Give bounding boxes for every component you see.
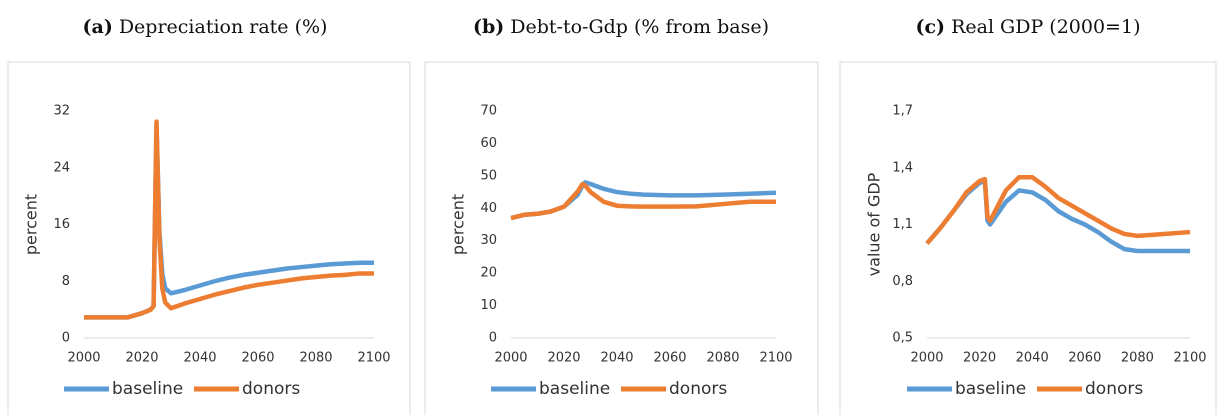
panel: (a) Depreciation rate (%) 0 8 16 24 32 2000 2020… — [7, 16, 411, 415]
y-tick-label: 24 — [53, 160, 70, 175]
x-tick-label: 2000 — [910, 351, 943, 366]
x-tick-label: 2060 — [241, 351, 274, 366]
panel-frame — [839, 61, 1217, 415]
y-tick-label: 0,5 — [892, 331, 913, 346]
series-line — [925, 174, 1191, 245]
x-tick-label: 2040 — [183, 351, 216, 366]
x-tick-label: 2020 — [547, 351, 580, 366]
series-line — [84, 122, 374, 320]
panel-label: (b) — [473, 16, 504, 38]
y-tick-label: 0 — [489, 331, 497, 346]
panel: (b) Debt-to-Gdp (% from base) 0 10 20 30 40 50 6… — [424, 16, 819, 415]
legend-label: baseline — [539, 379, 610, 399]
panel-frame — [424, 61, 819, 415]
x-tick-label: 2100 — [759, 351, 792, 366]
x-tick-label: 2020 — [125, 351, 158, 366]
y-tick-label: 30 — [480, 233, 497, 248]
y-tick-label: 1,7 — [892, 104, 913, 119]
series-line — [84, 119, 374, 320]
x-tick-label: 2020 — [963, 351, 996, 366]
legend-label: baseline — [112, 379, 183, 399]
y-tick-label: 0,8 — [892, 274, 913, 289]
panel: (c) Real GDP (2000=1) 0,5 0,8 1,1 1,4 1,7 2000 2… — [839, 16, 1217, 415]
panel-frame — [7, 61, 411, 415]
x-tick-label: 2100 — [357, 351, 390, 366]
x-tick-label: 2000 — [494, 351, 527, 366]
y-tick-label: 70 — [480, 104, 497, 119]
y-tick-label: 40 — [480, 201, 497, 216]
y-tick-label: 20 — [480, 266, 497, 281]
x-tick-label: 2040 — [1016, 351, 1049, 366]
y-tick-label: 0 — [62, 331, 70, 346]
panel-title: (c) Real GDP (2000=1) — [916, 16, 1141, 38]
title-text: Depreciation rate (%) — [119, 16, 328, 38]
y-axis-label: percent — [22, 194, 41, 255]
legend-label: donors — [669, 379, 727, 399]
series-line — [510, 181, 776, 221]
y-tick-label: 16 — [53, 217, 70, 232]
y-axis-label: value of GDP — [865, 172, 884, 276]
x-tick-label: 2080 — [706, 351, 739, 366]
x-tick-label: 2100 — [1173, 351, 1206, 366]
y-tick-label: 60 — [480, 136, 497, 151]
y-tick-label: 50 — [480, 168, 497, 183]
x-tick-label: 2000 — [67, 351, 100, 366]
y-tick-label: 10 — [480, 298, 497, 313]
y-tick-label: 1,4 — [892, 160, 913, 175]
x-tick-label: 2040 — [600, 351, 633, 366]
y-tick-label: 32 — [53, 104, 70, 119]
title-text: Debt-to-Gdp (% from base) — [510, 16, 769, 38]
y-tick-label: 1,1 — [892, 217, 913, 232]
title-text: Real GDP (2000=1) — [951, 16, 1140, 38]
y-tick-label: 8 — [62, 274, 70, 289]
x-tick-label: 2060 — [1068, 351, 1101, 366]
x-tick-label: 2080 — [299, 351, 332, 366]
x-tick-label: 2080 — [1121, 351, 1154, 366]
y-axis-label: percent — [449, 194, 468, 255]
panel-label: (a) — [83, 16, 113, 38]
panel-title: (a) Depreciation rate (%) — [83, 16, 328, 38]
panel-label: (c) — [916, 16, 946, 38]
panel-title: (b) Debt-to-Gdp (% from base) — [473, 16, 769, 38]
legend-label: donors — [1085, 379, 1143, 399]
x-tick-label: 2060 — [653, 351, 686, 366]
legend-label: donors — [242, 379, 300, 399]
legend-label: baseline — [955, 379, 1026, 399]
